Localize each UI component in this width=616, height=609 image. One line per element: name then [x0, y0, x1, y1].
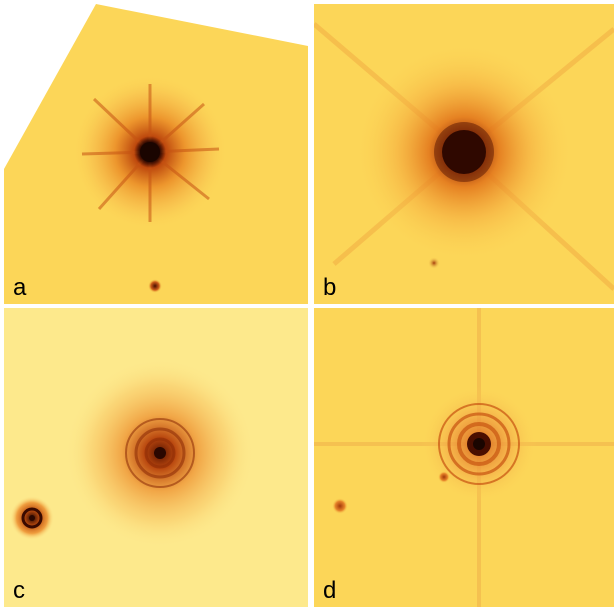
- panel-b-image: [314, 4, 614, 304]
- panel-b-central-star: [354, 42, 574, 262]
- panel-c-companion-star: [10, 496, 54, 540]
- panel-d-central-star: [421, 386, 537, 502]
- panel-c-image: [4, 308, 308, 607]
- panel-a-label: a: [13, 274, 27, 301]
- panel-b-label: b: [323, 274, 337, 301]
- panel-a-central-star: [72, 74, 228, 230]
- panel-d-companion-star-near: [438, 471, 450, 483]
- panel-b-companion-star: [428, 257, 440, 269]
- panel-b-starfield-image: b: [314, 4, 614, 304]
- panel-d-starfield-image: d: [314, 308, 614, 607]
- panel-c-starfield-image: c: [4, 308, 308, 607]
- panel-d-image: [314, 308, 614, 607]
- panel-a-companion-star: [148, 279, 162, 293]
- panel-d-companion-star-far: [332, 498, 348, 514]
- panel-a-image: [4, 4, 308, 304]
- panel-c-label: c: [13, 577, 25, 604]
- panel-d-label: d: [323, 577, 337, 604]
- panel-a-starfield-image: a: [4, 4, 308, 304]
- panel-c-central-star: [65, 358, 255, 548]
